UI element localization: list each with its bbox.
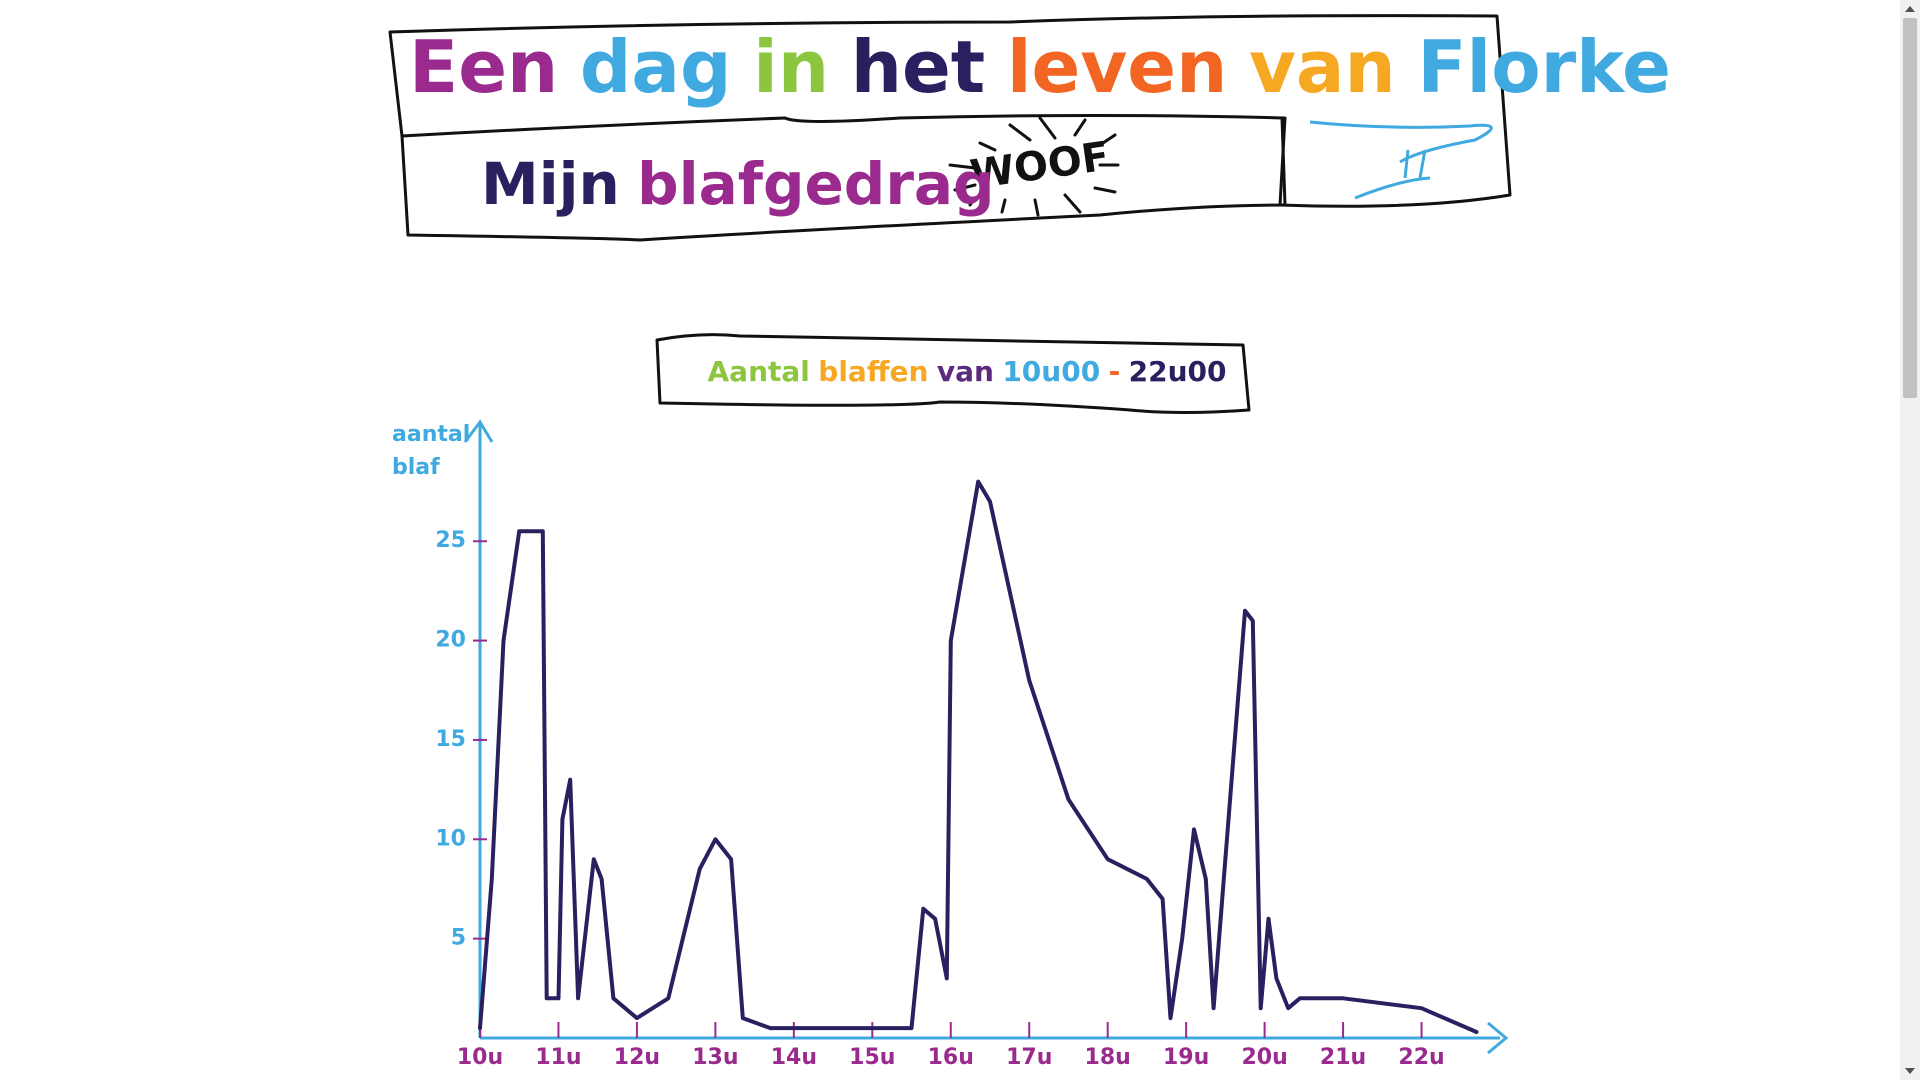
y-tick-label: 25 [435, 528, 466, 553]
y-axis-label: aantal [392, 422, 470, 447]
header-banner: WOOF Een dag in het leven van Florke Mijn blafg… [388, 14, 1671, 242]
x-tick-label: 17u [1006, 1045, 1052, 1070]
title-word: blafgedrag [637, 150, 994, 218]
title-word: Florke [1417, 25, 1671, 109]
title-word: 22u00 [1129, 355, 1227, 388]
title-word: van [1249, 25, 1396, 109]
title-word: Een [409, 25, 558, 109]
x-tick-label: 20u [1241, 1045, 1287, 1070]
scroll-thumb[interactable] [1903, 18, 1917, 398]
title-word: - [1109, 355, 1121, 388]
title-word: Mijn [481, 150, 620, 218]
title-word: in [753, 25, 829, 109]
x-axis [480, 1021, 1509, 1055]
title-word: blaffen [818, 355, 928, 388]
y-axis [463, 419, 494, 1038]
title-word: het [851, 25, 986, 109]
x-tick-label: 11u [535, 1045, 581, 1070]
x-tick-label: 10u [457, 1045, 503, 1070]
y-tick-label: 15 [435, 727, 466, 752]
x-tick-label: 12u [614, 1045, 660, 1070]
chart-title-box: Aantal blaffen van 10u00-22u00 [655, 333, 1251, 414]
y-axis-label: blaf [392, 455, 440, 480]
title-word: leven [1007, 25, 1228, 109]
x-tick-label: 21u [1320, 1045, 1366, 1070]
title-word: Aantal [708, 355, 810, 388]
x-tick-label: 13u [692, 1045, 738, 1070]
title-word: van [937, 355, 994, 388]
data-line [478, 479, 1479, 1034]
x-tick-label: 14u [771, 1045, 817, 1070]
title-word: dag [580, 25, 732, 109]
x-tick-label: 15u [849, 1045, 895, 1070]
x-tick-label: 18u [1085, 1045, 1131, 1070]
page-title: Een dag in het leven van Florke [409, 25, 1671, 109]
chart-title: Aantal blaffen van 10u00-22u00 [708, 355, 1227, 388]
x-tick-label: 19u [1163, 1045, 1209, 1070]
y-tick-label: 10 [435, 826, 466, 851]
x-tick-label: 22u [1398, 1045, 1444, 1070]
x-tick-label: 16u [928, 1045, 974, 1070]
y-tick-label: 20 [435, 628, 466, 653]
title-word: 10u00 [1002, 355, 1100, 388]
y-tick-label: 5 [451, 926, 466, 951]
scrollbar [1900, 0, 1920, 1080]
page-subtitle: Mijn blafgedrag [481, 150, 995, 218]
